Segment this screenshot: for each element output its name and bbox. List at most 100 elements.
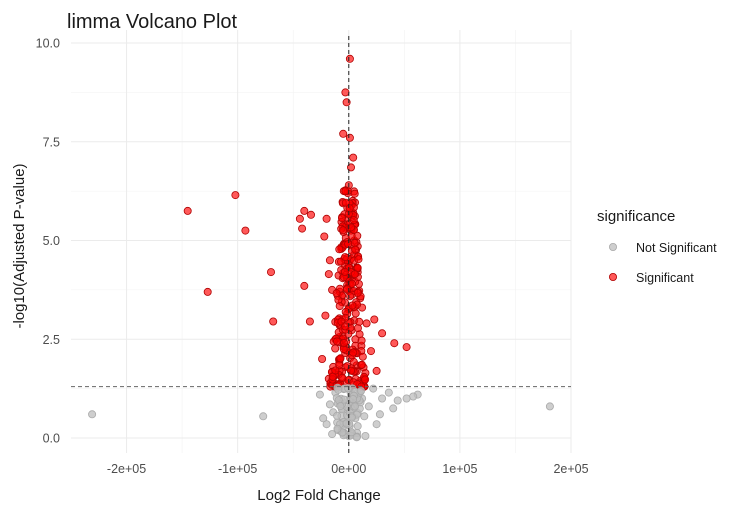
point-significant (348, 301, 357, 310)
point-significant (241, 226, 250, 235)
point-not-significant (88, 410, 97, 419)
point-significant (300, 281, 309, 290)
point-significant (351, 245, 360, 254)
point-not-significant (393, 396, 402, 405)
y-tick-label: 10.0 (36, 37, 60, 51)
reference-lines (71, 36, 571, 453)
legend-title: significance (597, 208, 675, 225)
point-significant (331, 344, 340, 353)
point-significant (337, 214, 346, 223)
y-tick-label: 2.5 (43, 333, 60, 347)
point-not-significant (356, 386, 365, 395)
point-not-significant (402, 394, 411, 403)
chart-title: limma Volcano Plot (67, 11, 238, 33)
point-significant (358, 352, 367, 361)
point-not-significant (344, 384, 353, 393)
point-not-significant (369, 384, 378, 393)
point-not-significant (361, 431, 370, 440)
point-significant (342, 285, 351, 294)
point-significant (349, 216, 358, 225)
point-not-significant (334, 385, 343, 394)
point-not-significant (378, 394, 387, 403)
point-not-significant (360, 412, 369, 421)
point-significant (335, 302, 344, 311)
legend-key-not-significant (609, 242, 618, 251)
point-not-significant (409, 392, 418, 401)
point-significant (341, 187, 350, 196)
y-tick-label: 5.0 (43, 234, 60, 248)
y-axis-title: -log10(Adjusted P-value) (11, 163, 28, 328)
point-not-significant (322, 420, 331, 429)
point-significant (332, 337, 341, 346)
point-significant (332, 289, 341, 298)
point-significant (346, 292, 355, 301)
point-significant (354, 255, 363, 264)
point-significant (345, 133, 354, 142)
x-tick-label: 1e+05 (442, 462, 477, 476)
point-significant (361, 375, 370, 384)
x-tick-label: 2e+05 (553, 462, 588, 476)
point-significant (362, 319, 371, 328)
point-significant (378, 329, 387, 338)
grid (71, 30, 572, 453)
point-not-significant (375, 410, 384, 419)
point-not-significant (364, 402, 373, 411)
point-significant (339, 338, 348, 347)
point-not-significant (325, 400, 334, 409)
point-not-significant (347, 428, 356, 437)
x-axis-title: Log2 Fold Change (257, 487, 380, 504)
point-significant (349, 357, 358, 366)
point-not-significant (545, 402, 554, 411)
y-tick-label: 7.5 (43, 135, 60, 149)
point-significant (300, 206, 309, 215)
point-significant (347, 223, 356, 232)
point-significant (298, 224, 307, 233)
point-significant (349, 348, 358, 357)
legend: significance Not Significant Significant (597, 208, 717, 285)
point-significant (339, 129, 348, 138)
point-not-significant (389, 404, 398, 413)
point-not-significant (349, 395, 358, 404)
data-points (88, 54, 554, 442)
tick-labels: -2e+05 -1e+05 0e+00 1e+05 2e+05 0.0 2.5 5.0 7.5 1… (36, 37, 589, 477)
point-not-significant (352, 433, 361, 442)
legend-label-significant: Significant (636, 271, 694, 285)
point-significant (390, 339, 399, 348)
point-significant (344, 239, 353, 248)
x-tick-label: -2e+05 (107, 462, 146, 476)
point-significant (203, 287, 212, 296)
point-significant (305, 317, 314, 326)
point-not-significant (333, 411, 342, 420)
point-significant (341, 253, 350, 262)
point-significant (335, 245, 344, 254)
point-not-significant (336, 402, 345, 411)
point-significant (349, 153, 358, 162)
point-not-significant (319, 414, 328, 423)
point-significant (321, 311, 330, 320)
point-not-significant (328, 430, 337, 439)
point-significant (341, 198, 350, 207)
point-significant (350, 189, 359, 198)
y-tick-label: 0.0 (43, 432, 60, 446)
point-significant (402, 343, 411, 352)
point-significant (351, 309, 360, 318)
point-significant (350, 270, 359, 279)
point-significant (350, 238, 359, 247)
point-significant (183, 206, 192, 215)
point-significant (306, 210, 315, 219)
point-significant (338, 373, 347, 382)
legend-key-significant (609, 272, 618, 281)
point-significant (269, 317, 278, 326)
point-not-significant (372, 420, 381, 429)
point-significant (318, 354, 327, 363)
point-not-significant (384, 388, 393, 397)
x-tick-label: 0e+00 (331, 462, 366, 476)
point-significant (372, 366, 381, 375)
point-not-significant (259, 412, 268, 421)
point-significant (328, 372, 337, 381)
point-significant (345, 204, 354, 213)
point-significant (339, 226, 348, 235)
point-significant (341, 88, 350, 97)
point-significant (370, 315, 379, 324)
